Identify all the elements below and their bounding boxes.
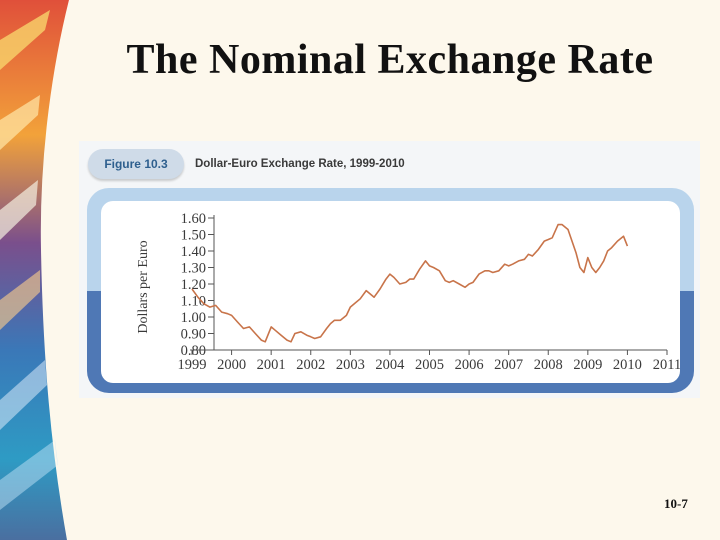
x-tick-label: 2003: [336, 357, 365, 373]
figure-label: Figure 10.3: [104, 157, 168, 171]
slide-title: The Nominal Exchange Rate: [126, 37, 654, 83]
chart-card: 0.80 0.90 1.00 1.10 1.20 1.30 1.40 1.50 1.60 199…: [101, 201, 680, 383]
y-tick-label: 0.90: [181, 327, 206, 343]
x-tick-label: 2001: [257, 357, 286, 373]
x-tick-label: 2005: [415, 357, 444, 373]
y-tick-label: 1.40: [181, 244, 206, 260]
figure-caption: Dollar-Euro Exchange Rate, 1999-2010: [195, 158, 405, 170]
figure-tab: Figure 10.3: [88, 149, 184, 179]
y-axis-label: Dollars per Euro: [136, 240, 151, 333]
x-axis: 1999 2000 2001 2002 2003 2004 2005 2006 2007 2008…: [178, 349, 680, 373]
series-group: [191, 223, 629, 343]
x-tick-label: 2008: [534, 357, 563, 373]
y-tick-label: 1.50: [181, 228, 206, 244]
x-tick-label: 2009: [573, 357, 602, 373]
x-tick-label: 2002: [296, 357, 325, 373]
y-tick-label: 0.80: [181, 343, 206, 359]
exchange-rate-chart: 0.800.901.001.101.201.301.401.501.60 199…: [136, 211, 680, 373]
y-tick-label: 1.30: [181, 261, 206, 277]
x-tick-label: 2011: [653, 357, 680, 373]
x-tick-label: 2010: [613, 357, 642, 373]
x-tick-label: 1999: [178, 357, 207, 373]
y-tick-label: 1.00: [181, 310, 206, 326]
y-tick-label: 1.60: [181, 211, 206, 227]
y-tick-label: 1.20: [181, 277, 206, 293]
x-tick-label: 2006: [455, 357, 484, 373]
left-decorative-artwork: [0, 0, 71, 540]
figure-panel: Figure 10.3 Dollar-Euro Exchange Rate, 1…: [79, 141, 700, 398]
page-number: 10-7: [664, 496, 688, 511]
y-tick-label: 1.10: [181, 294, 206, 310]
y-axis: 0.800.901.001.101.201.301.401.501.60: [181, 211, 215, 359]
x-tick-label: 2004: [375, 357, 405, 373]
x-tick-label: 2000: [217, 357, 246, 373]
series-line: [191, 223, 629, 343]
x-tick-label: 2007: [494, 357, 523, 373]
